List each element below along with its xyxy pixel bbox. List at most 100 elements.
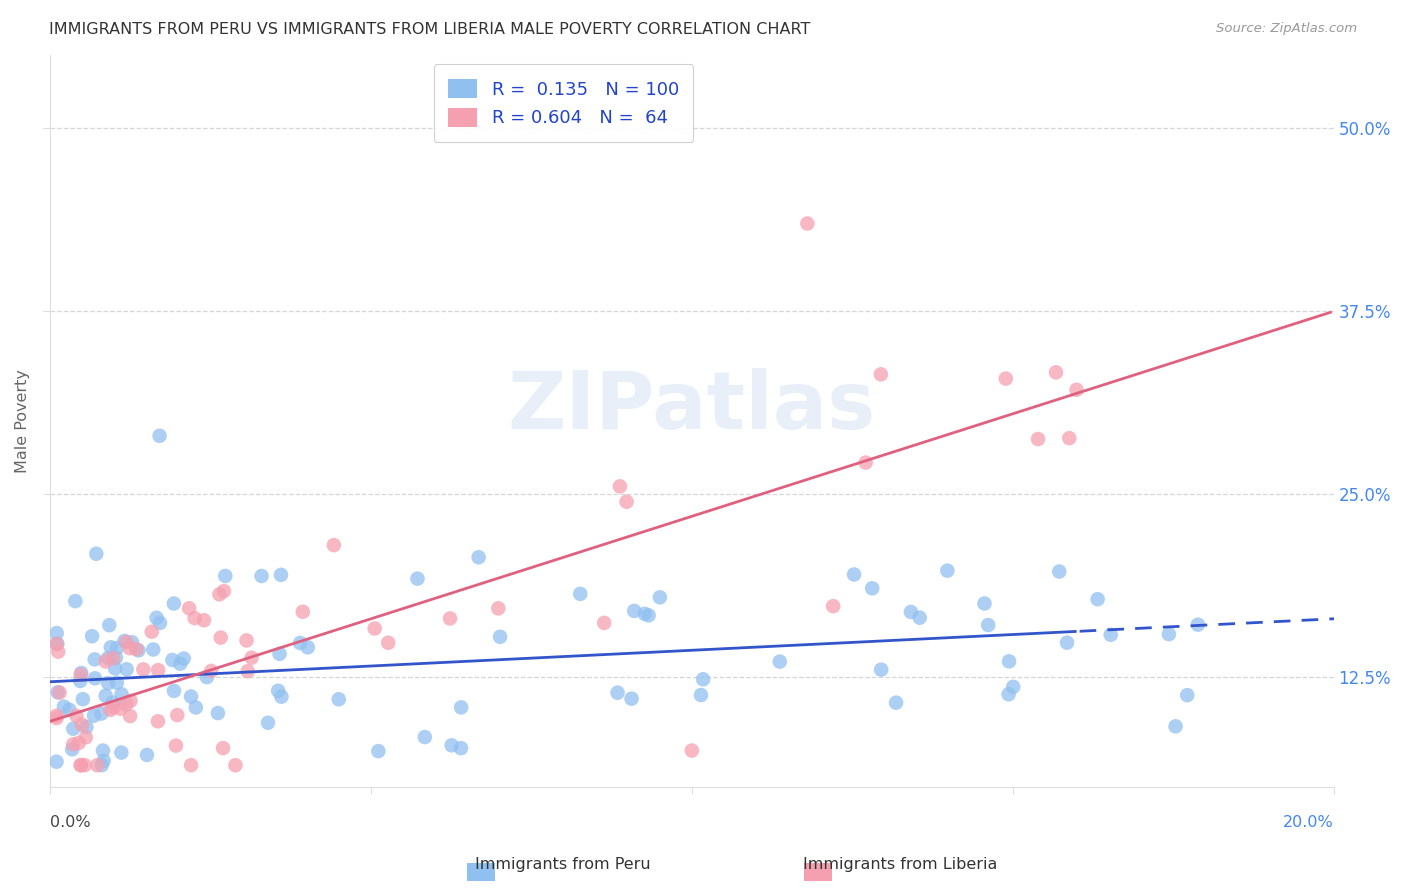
Point <box>103 700 125 714</box>
Point <box>648 591 671 605</box>
Point <box>235 633 257 648</box>
Point <box>70 758 93 772</box>
Point <box>100 640 122 655</box>
Point <box>83 652 105 666</box>
Point <box>823 599 845 614</box>
Point <box>291 605 314 619</box>
Point <box>486 601 509 615</box>
Point <box>322 538 344 552</box>
Point <box>997 687 1019 701</box>
Point <box>200 664 222 678</box>
Point <box>908 610 931 624</box>
Point <box>1047 565 1070 579</box>
Point <box>377 636 399 650</box>
Point <box>769 655 792 669</box>
Point <box>115 662 138 676</box>
Point <box>1175 688 1198 702</box>
Point <box>163 684 186 698</box>
Point <box>869 368 891 382</box>
Point <box>240 650 263 665</box>
Point <box>46 685 69 699</box>
Point <box>623 604 645 618</box>
Point <box>593 615 616 630</box>
Point <box>363 622 385 636</box>
Point <box>105 640 128 655</box>
Point <box>84 547 107 561</box>
Point <box>120 694 142 708</box>
Point <box>75 720 97 734</box>
Point <box>297 640 319 655</box>
Point <box>616 494 638 508</box>
Point <box>936 564 959 578</box>
Point <box>994 371 1017 385</box>
Point <box>193 613 215 627</box>
Point <box>69 758 91 772</box>
Point <box>136 747 159 762</box>
Point <box>208 587 231 601</box>
Point <box>165 739 187 753</box>
Point <box>450 700 472 714</box>
Point <box>69 667 91 681</box>
Point <box>634 607 657 621</box>
Point <box>212 741 235 756</box>
Point <box>101 651 124 665</box>
Point <box>110 701 132 715</box>
Point <box>100 703 122 717</box>
Point <box>184 700 207 714</box>
Point <box>1056 635 1078 649</box>
Point <box>439 611 461 625</box>
Point <box>209 631 232 645</box>
Point <box>900 605 922 619</box>
Point <box>121 635 143 649</box>
Point <box>288 636 311 650</box>
Point <box>65 708 87 723</box>
Point <box>267 683 290 698</box>
Point <box>70 665 93 680</box>
Point <box>1187 617 1209 632</box>
Point <box>842 567 865 582</box>
Text: Immigrants from Peru: Immigrants from Peru <box>475 857 650 872</box>
Point <box>104 650 127 665</box>
Point <box>125 642 148 657</box>
Point <box>45 637 67 651</box>
Text: 0.0%: 0.0% <box>51 815 91 830</box>
Point <box>110 746 132 760</box>
Point <box>162 653 184 667</box>
Point <box>269 647 291 661</box>
Point <box>406 572 429 586</box>
Legend: R =  0.135   N = 100, R = 0.604   N =  64: R = 0.135 N = 100, R = 0.604 N = 64 <box>434 64 693 142</box>
Point <box>94 655 117 669</box>
Point <box>169 657 191 671</box>
Text: IMMIGRANTS FROM PERU VS IMMIGRANTS FROM LIBERIA MALE POVERTY CORRELATION CHART: IMMIGRANTS FROM PERU VS IMMIGRANTS FROM … <box>49 22 811 37</box>
Point <box>681 743 703 757</box>
Point <box>45 755 67 769</box>
Point <box>180 690 202 704</box>
Point <box>606 686 628 700</box>
Point <box>45 711 67 725</box>
Point <box>1026 432 1049 446</box>
Point <box>1059 431 1081 445</box>
Point <box>93 754 115 768</box>
Point <box>489 630 512 644</box>
Point <box>83 708 105 723</box>
Point <box>110 687 132 701</box>
Point <box>132 662 155 676</box>
Point <box>884 696 907 710</box>
Point <box>690 688 713 702</box>
Y-axis label: Male Poverty: Male Poverty <box>15 369 30 473</box>
Point <box>250 569 273 583</box>
Point <box>173 651 195 665</box>
Point <box>115 635 138 649</box>
Text: Immigrants from Liberia: Immigrants from Liberia <box>803 857 997 872</box>
Point <box>620 691 643 706</box>
Point <box>72 692 94 706</box>
Point <box>1045 365 1067 379</box>
Point <box>94 689 117 703</box>
Point <box>1087 592 1109 607</box>
Point <box>177 601 200 615</box>
Point <box>977 618 1000 632</box>
Point <box>270 567 292 582</box>
Point <box>141 624 163 639</box>
Point <box>127 643 149 657</box>
Point <box>467 550 489 565</box>
